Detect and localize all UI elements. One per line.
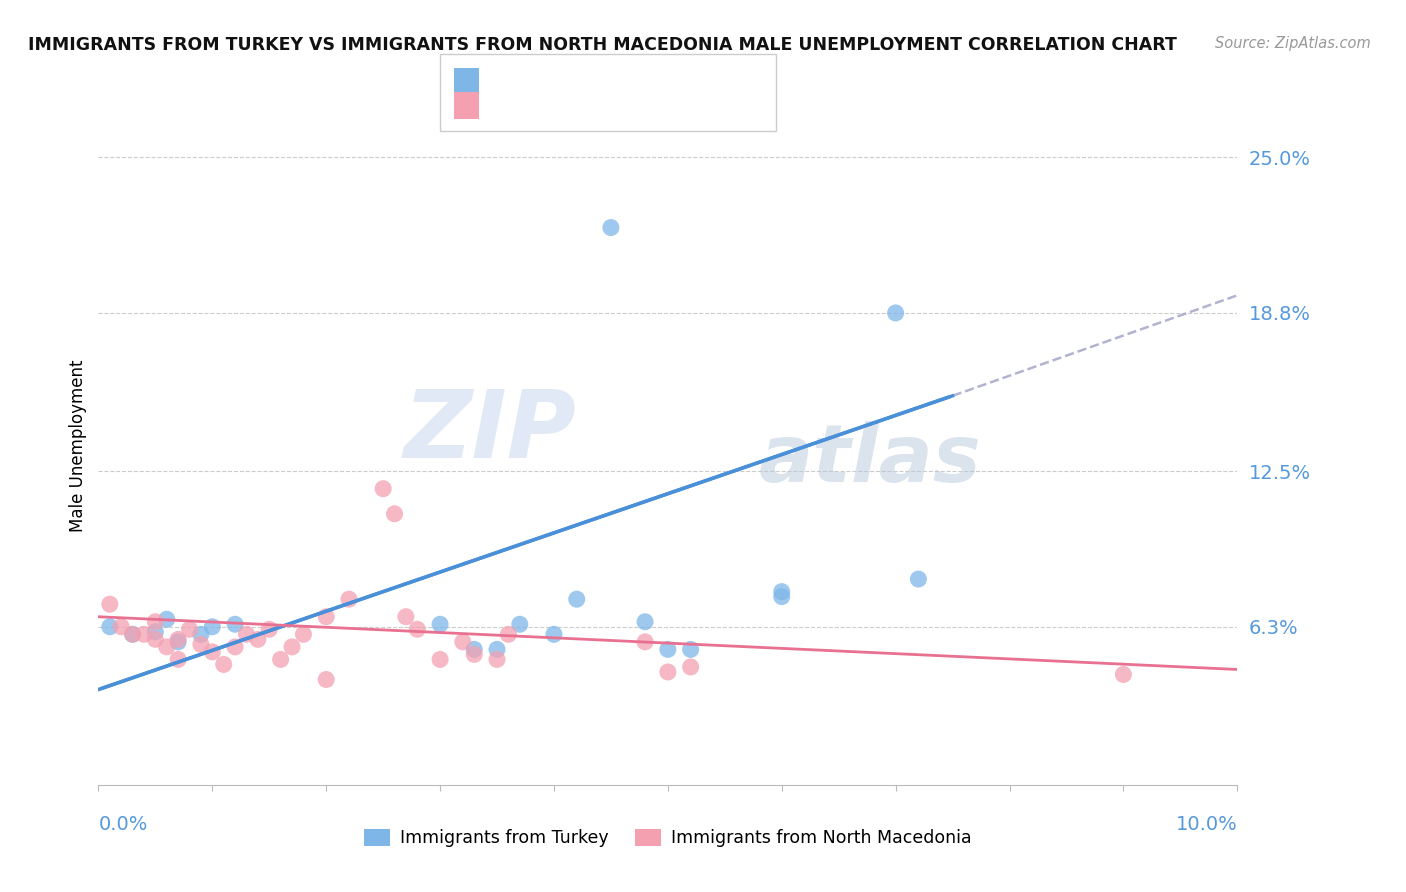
Text: N = 34: N = 34 — [661, 96, 725, 114]
Point — [486, 642, 509, 657]
Point — [1112, 667, 1135, 681]
Point — [463, 642, 485, 657]
Point — [600, 220, 623, 235]
Point — [679, 660, 702, 674]
Point — [315, 673, 337, 687]
Point — [167, 632, 190, 647]
Point — [463, 648, 485, 662]
Point — [190, 627, 212, 641]
Point — [292, 627, 315, 641]
Point — [315, 609, 337, 624]
Point — [770, 584, 793, 599]
Point — [451, 635, 474, 649]
Point — [657, 642, 679, 657]
Point — [486, 652, 509, 666]
Point — [167, 635, 190, 649]
Text: IMMIGRANTS FROM TURKEY VS IMMIGRANTS FROM NORTH MACEDONIA MALE UNEMPLOYMENT CORR: IMMIGRANTS FROM TURKEY VS IMMIGRANTS FRO… — [28, 36, 1177, 54]
Point — [190, 637, 212, 651]
Point — [201, 645, 224, 659]
Point — [167, 652, 190, 666]
Point — [281, 640, 304, 654]
Point — [98, 597, 121, 611]
Point — [246, 632, 269, 647]
Text: R = -0.118: R = -0.118 — [489, 96, 583, 114]
Point — [509, 617, 531, 632]
Text: 10.0%: 10.0% — [1175, 815, 1237, 834]
Point — [429, 617, 451, 632]
Point — [132, 627, 155, 641]
Point — [224, 617, 246, 632]
Text: Source: ZipAtlas.com: Source: ZipAtlas.com — [1215, 36, 1371, 51]
Point — [634, 635, 657, 649]
Text: 0.0%: 0.0% — [98, 815, 148, 834]
Point — [212, 657, 235, 672]
Y-axis label: Male Unemployment: Male Unemployment — [69, 359, 87, 533]
Point — [543, 627, 565, 641]
Point — [884, 306, 907, 320]
Point — [679, 642, 702, 657]
Point — [201, 620, 224, 634]
Point — [907, 572, 929, 586]
Point — [337, 592, 360, 607]
Point — [634, 615, 657, 629]
Point — [498, 627, 520, 641]
Legend: Immigrants from Turkey, Immigrants from North Macedonia: Immigrants from Turkey, Immigrants from … — [357, 822, 979, 855]
Point — [259, 622, 281, 636]
Point — [395, 609, 418, 624]
Point — [156, 612, 179, 626]
Point — [657, 665, 679, 679]
Text: R = 0.486: R = 0.486 — [489, 72, 576, 90]
Text: N = 18: N = 18 — [661, 72, 727, 90]
Text: ZIP: ZIP — [404, 386, 576, 478]
Point — [770, 590, 793, 604]
Point — [270, 652, 292, 666]
Point — [156, 640, 179, 654]
Point — [406, 622, 429, 636]
Point — [384, 507, 406, 521]
Point — [235, 627, 257, 641]
Point — [121, 627, 143, 641]
Point — [565, 592, 588, 607]
Point — [145, 615, 167, 629]
Point — [373, 482, 395, 496]
Point — [145, 632, 167, 647]
Point — [224, 640, 246, 654]
Point — [121, 627, 143, 641]
Point — [145, 624, 167, 639]
Point — [179, 622, 201, 636]
Point — [429, 652, 451, 666]
Point — [98, 620, 121, 634]
Point — [110, 620, 132, 634]
Text: atlas: atlas — [759, 420, 981, 499]
